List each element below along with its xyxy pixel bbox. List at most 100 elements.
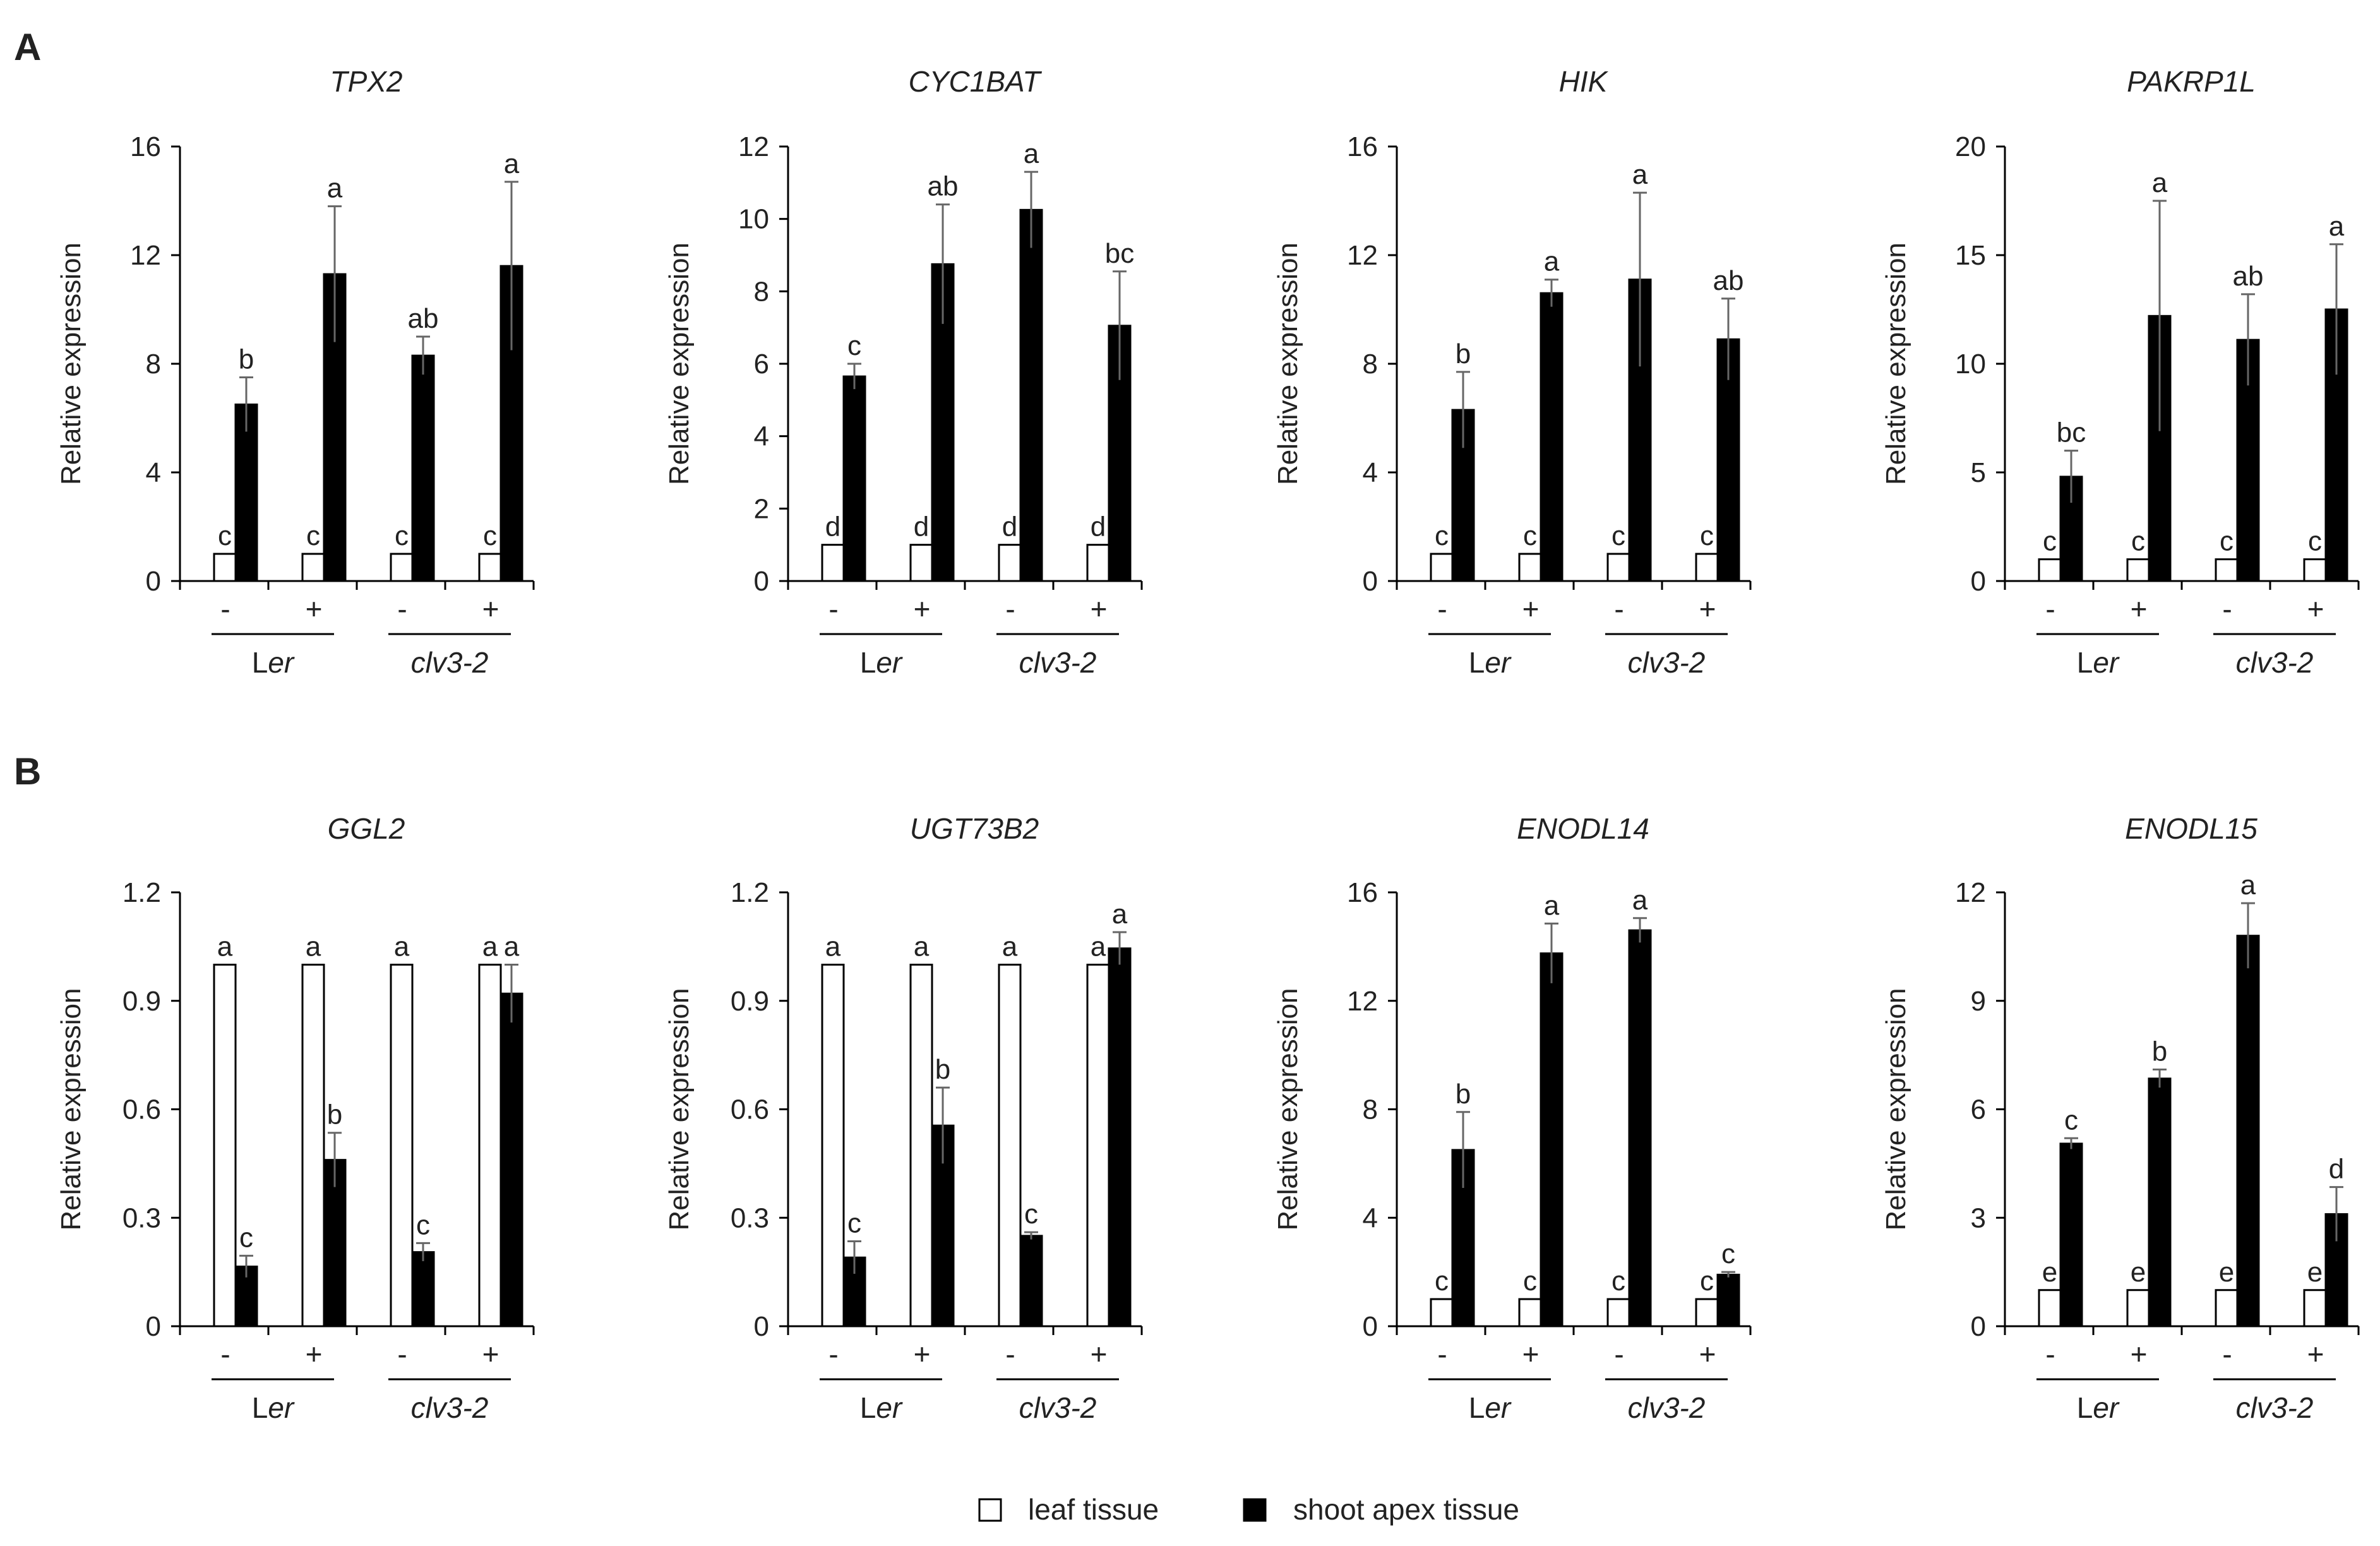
bar-leaf <box>909 544 933 582</box>
significance-letter: b <box>239 344 254 375</box>
treatment-label: - <box>220 1338 230 1370</box>
genotype-label-part: clv3-2 <box>2236 1391 2314 1424</box>
treatment-label: - <box>1614 592 1624 625</box>
bar-leaf <box>213 964 237 1327</box>
significance-letter: a <box>394 932 410 962</box>
significance-letter: a <box>914 932 930 962</box>
significance-letter: ab <box>2233 261 2264 292</box>
y-tick-label: 16 <box>1347 131 1378 162</box>
significance-letter: e <box>2042 1257 2057 1288</box>
significance-letter: a <box>504 148 520 179</box>
genotype-label: clv3-2 <box>411 646 489 679</box>
significance-letter: a <box>1091 932 1106 962</box>
y-tick-label: 0 <box>754 1311 769 1342</box>
bar-leaf <box>1086 964 1110 1327</box>
significance-letter: c <box>1612 520 1625 551</box>
significance-letter: e <box>2307 1257 2323 1288</box>
significance-letter: a <box>217 932 233 962</box>
genotype-label: Ler <box>2077 1391 2120 1424</box>
bar-leaf <box>821 964 845 1327</box>
genotype-label: Ler <box>1469 1391 1512 1424</box>
y-tick-label: 0 <box>1363 1311 1378 1342</box>
chart-tpx2: A TPX2 Relative expression 0 4 8 12 16 c c c c b a ab a… <box>14 26 535 679</box>
bar-apex <box>1540 292 1564 582</box>
y-tick-label: 0 <box>754 566 769 597</box>
bar-apex <box>1108 947 1132 1327</box>
treatment-label: + <box>482 1338 499 1370</box>
genotype-label-part: er <box>268 646 295 679</box>
bar-leaf <box>1518 1298 1542 1327</box>
treatment-label: - <box>2222 592 2232 625</box>
significance-letter: c <box>1523 520 1537 551</box>
genotype-label: clv3-2 <box>2236 1391 2314 1424</box>
significance-letter: a <box>306 932 321 962</box>
genotype-label-part: clv3-2 <box>1628 1391 1706 1424</box>
chart-title: PAKRP1L <box>2127 65 2256 98</box>
bar-leaf <box>2303 1289 2327 1327</box>
genotype-label: Ler <box>860 646 903 679</box>
significance-letter: c <box>1435 520 1449 551</box>
treatment-label: + <box>2307 592 2324 625</box>
genotype-label: clv3-2 <box>1019 646 1097 679</box>
chart-enodl15: ENODL15 Relative expression 0 3 6 9 12 e e e e c b a d… <box>1881 812 2360 1424</box>
y-tick-label: 8 <box>1363 349 1378 380</box>
significance-letter: d <box>1002 512 1017 542</box>
treatment-label: - <box>828 1338 838 1370</box>
bar-leaf <box>1606 553 1630 582</box>
y-tick-label: 16 <box>1347 877 1378 908</box>
significance-letter: c <box>483 520 497 551</box>
significance-letter: a <box>1112 899 1128 930</box>
significance-letter: e <box>2219 1257 2234 1288</box>
y-axis-label: Relative expression <box>1881 243 1911 485</box>
genotype-label-part: clv3-2 <box>411 646 489 679</box>
treatment-label: + <box>914 592 931 625</box>
panel-label: A <box>14 26 41 68</box>
treatment-label: + <box>2131 592 2148 625</box>
significance-letter: c <box>2043 526 2057 557</box>
bar-leaf <box>2126 1289 2150 1327</box>
bar-apex <box>499 992 523 1327</box>
y-tick-label: 12 <box>738 131 769 162</box>
significance-letter: c <box>2220 526 2233 557</box>
significance-letter: a <box>1544 246 1560 277</box>
bar-apex <box>1019 208 1043 582</box>
genotype-label: clv3-2 <box>2236 646 2314 679</box>
treatment-label: + <box>482 592 499 625</box>
bar-leaf <box>998 964 1022 1327</box>
significance-letter: c <box>1700 1266 1714 1297</box>
significance-letter: c <box>306 520 320 551</box>
treatment-label: - <box>1437 1338 1447 1370</box>
significance-letter: c <box>395 520 409 551</box>
y-tick-label: 10 <box>738 204 769 235</box>
legend-swatch-leaf <box>978 1498 1002 1522</box>
significance-letter: a <box>1632 159 1648 190</box>
genotype-label: clv3-2 <box>1019 1391 1097 1424</box>
bar-leaf <box>2215 558 2239 582</box>
treatment-label: + <box>2131 1338 2148 1370</box>
y-axis-label: Relative expression <box>1272 988 1303 1231</box>
genotype-label-part: L <box>860 1391 876 1424</box>
chart-ugt73b2: UGT73B2 Relative expression 0 0.3 0.6 0.9 1.2 a… <box>664 812 1143 1424</box>
treatment-label: + <box>1522 1338 1540 1370</box>
y-tick-label: 12 <box>1955 877 1986 908</box>
legend-label-apex: shoot apex tissue <box>1293 1493 1519 1526</box>
genotype-label-part: clv3-2 <box>1019 646 1097 679</box>
bar-apex <box>1628 929 1652 1327</box>
bar-leaf <box>1086 544 1110 582</box>
genotype-label: Ler <box>252 646 295 679</box>
chart-title: CYC1BAT <box>909 65 1043 98</box>
bar-leaf <box>301 553 325 582</box>
significance-letter: d <box>914 512 929 542</box>
treatment-label: + <box>1699 1338 1716 1370</box>
y-axis-label: Relative expression <box>1272 243 1303 485</box>
significance-letter: c <box>847 1207 861 1238</box>
significance-letter: c <box>2308 526 2322 557</box>
significance-letter: c <box>1700 520 1714 551</box>
treatment-label: - <box>1005 592 1015 625</box>
significance-letter: c <box>239 1222 253 1253</box>
genotype-label-part: L <box>1469 646 1485 679</box>
significance-letter: b <box>327 1100 342 1130</box>
bar-apex <box>2236 935 2260 1327</box>
treatment-label: - <box>2222 1338 2232 1370</box>
y-tick-label: 6 <box>754 349 769 380</box>
